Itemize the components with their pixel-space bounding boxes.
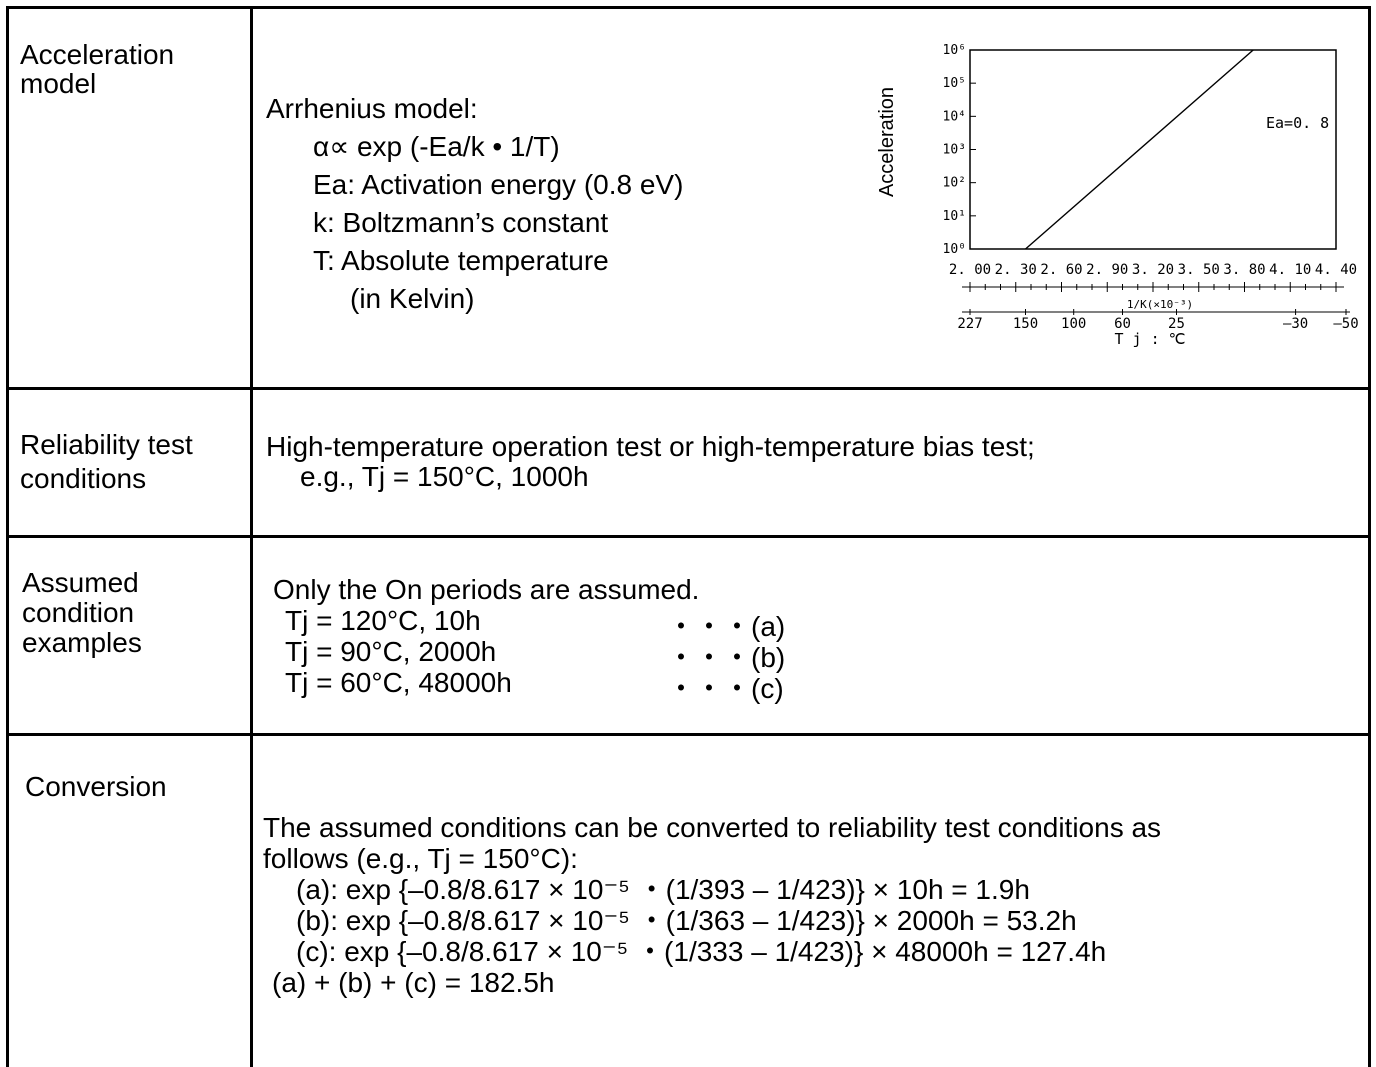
temp-tick-label: –50 xyxy=(1333,316,1358,332)
conversion-b: (b): exp {–0.8/8.617 × 10⁻⁵ ・(1/363 – 1/… xyxy=(296,905,1077,936)
conversion-label: Conversion xyxy=(25,771,167,802)
x-tick-label: 2. 60 xyxy=(1040,262,1082,278)
y-tick-label: 10² xyxy=(943,176,966,191)
reliability-test-label: Reliability test conditions xyxy=(20,429,193,494)
assumed-ref-c: ・・・(c) xyxy=(667,673,784,704)
acceleration-chart: Acceleration 10⁰ 10¹ 10² 10³ 10⁴ 10⁵ 10⁶ 2. 00… xyxy=(876,43,1359,348)
temp-tick-label: 150 xyxy=(1013,316,1038,332)
table-border-top xyxy=(6,6,1371,9)
temp-tick-label: 60 xyxy=(1114,316,1131,332)
acceleration-model-label: Acceleration model xyxy=(20,39,175,99)
y-tick-label: 10⁴ xyxy=(943,109,966,124)
x-tick-label: 2. 30 xyxy=(995,262,1037,278)
x-tick-label: 3. 80 xyxy=(1223,262,1265,278)
y-tick-label: 10³ xyxy=(943,143,966,158)
temp-tick-label: 227 xyxy=(957,316,982,332)
x-tick-label: 2. 90 xyxy=(1086,262,1128,278)
conversion-text: The assumed conditions can be converted … xyxy=(263,812,1161,998)
ea-annotation: Ea=0. 8 xyxy=(1266,114,1329,132)
conversion-c: (c): exp {–0.8/8.617 × 10⁻⁵ ・(1/333 – 1/… xyxy=(296,936,1107,967)
boltzmann-def: k: Boltzmann’s constant xyxy=(313,207,609,238)
temp-tick-label: –30 xyxy=(1283,316,1308,332)
temperature-def: T: Absolute temperature xyxy=(313,245,609,276)
arrhenius-model-text: Arrhenius model: α∝ exp (-Ea/k • 1/T) Ea… xyxy=(266,90,683,318)
assumed-ref-a: ・・・(a) xyxy=(667,611,786,642)
temperature-unit: (in Kelvin) xyxy=(350,283,475,314)
y-tick-label: 10⁰ xyxy=(943,242,966,257)
row-divider-2 xyxy=(6,535,1371,538)
y-tick-label: 10⁶ xyxy=(943,43,966,58)
x-tick-label: 3. 50 xyxy=(1178,262,1220,278)
x-tick-label: 4. 10 xyxy=(1269,262,1311,278)
assumed-item-c: Tj = 60°C, 48000h xyxy=(285,667,512,698)
assumed-item-b: Tj = 90°C, 2000h xyxy=(285,636,497,667)
reliability-test-line-2: e.g., Tj = 150°C, 1000h xyxy=(300,461,589,492)
temp-axis-label: T j : ℃ xyxy=(1114,330,1185,348)
y-tick-label: 10¹ xyxy=(943,209,966,224)
conversion-total: (a) + (b) + (c) = 182.5h xyxy=(272,967,555,998)
conversion-intro-2: follows (e.g., Tj = 150°C): xyxy=(263,843,578,874)
assumed-intro: Only the On periods are assumed. xyxy=(273,574,700,605)
assumed-item-a: Tj = 120°C, 10h xyxy=(285,605,481,636)
reliability-test-text: High-temperature operation test or high-… xyxy=(266,432,1035,492)
arrhenius-title: Arrhenius model: xyxy=(266,93,478,124)
conversion-intro-1: The assumed conditions can be converted … xyxy=(263,812,1162,843)
x-tick-label: 3. 20 xyxy=(1132,262,1174,278)
activation-energy-def: Ea: Activation energy (0.8 eV) xyxy=(313,169,684,200)
conversion-a: (a): exp {–0.8/8.617 × 10⁻⁵ ・(1/393 – 1/… xyxy=(296,874,1030,905)
reliability-test-line-1: High-temperature operation test or high-… xyxy=(266,431,1035,462)
plot-frame xyxy=(969,49,1337,250)
arrhenius-formula: α∝ exp (-Ea/k • 1/T) xyxy=(313,131,560,162)
y-axis-label: Acceleration xyxy=(876,87,898,197)
y-tick-label: 10⁵ xyxy=(943,76,966,91)
x-tick-label: 4. 40 xyxy=(1315,262,1357,278)
x-tick-label: 2. 00 xyxy=(949,262,991,278)
x-axis-label: 1/K(×10⁻³) xyxy=(1127,298,1193,311)
series-line-ea-0-8 xyxy=(1025,49,1254,250)
row-divider-1 xyxy=(6,387,1371,390)
row-divider-3 xyxy=(6,733,1371,736)
assumed-condition-label: Assumed condition examples xyxy=(22,567,142,658)
temp-tick-label: 25 xyxy=(1168,316,1185,332)
temp-tick-label: 100 xyxy=(1061,316,1086,332)
assumed-ref-b: ・・・(b) xyxy=(667,642,786,673)
